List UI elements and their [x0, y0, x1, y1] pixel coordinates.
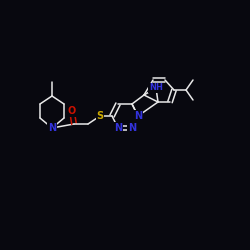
Text: N: N	[134, 111, 142, 121]
Text: S: S	[96, 111, 103, 121]
Text: N: N	[48, 123, 56, 133]
Text: N: N	[128, 123, 136, 133]
Text: NH: NH	[149, 84, 163, 92]
Text: N: N	[114, 123, 122, 133]
Text: O: O	[68, 106, 76, 116]
